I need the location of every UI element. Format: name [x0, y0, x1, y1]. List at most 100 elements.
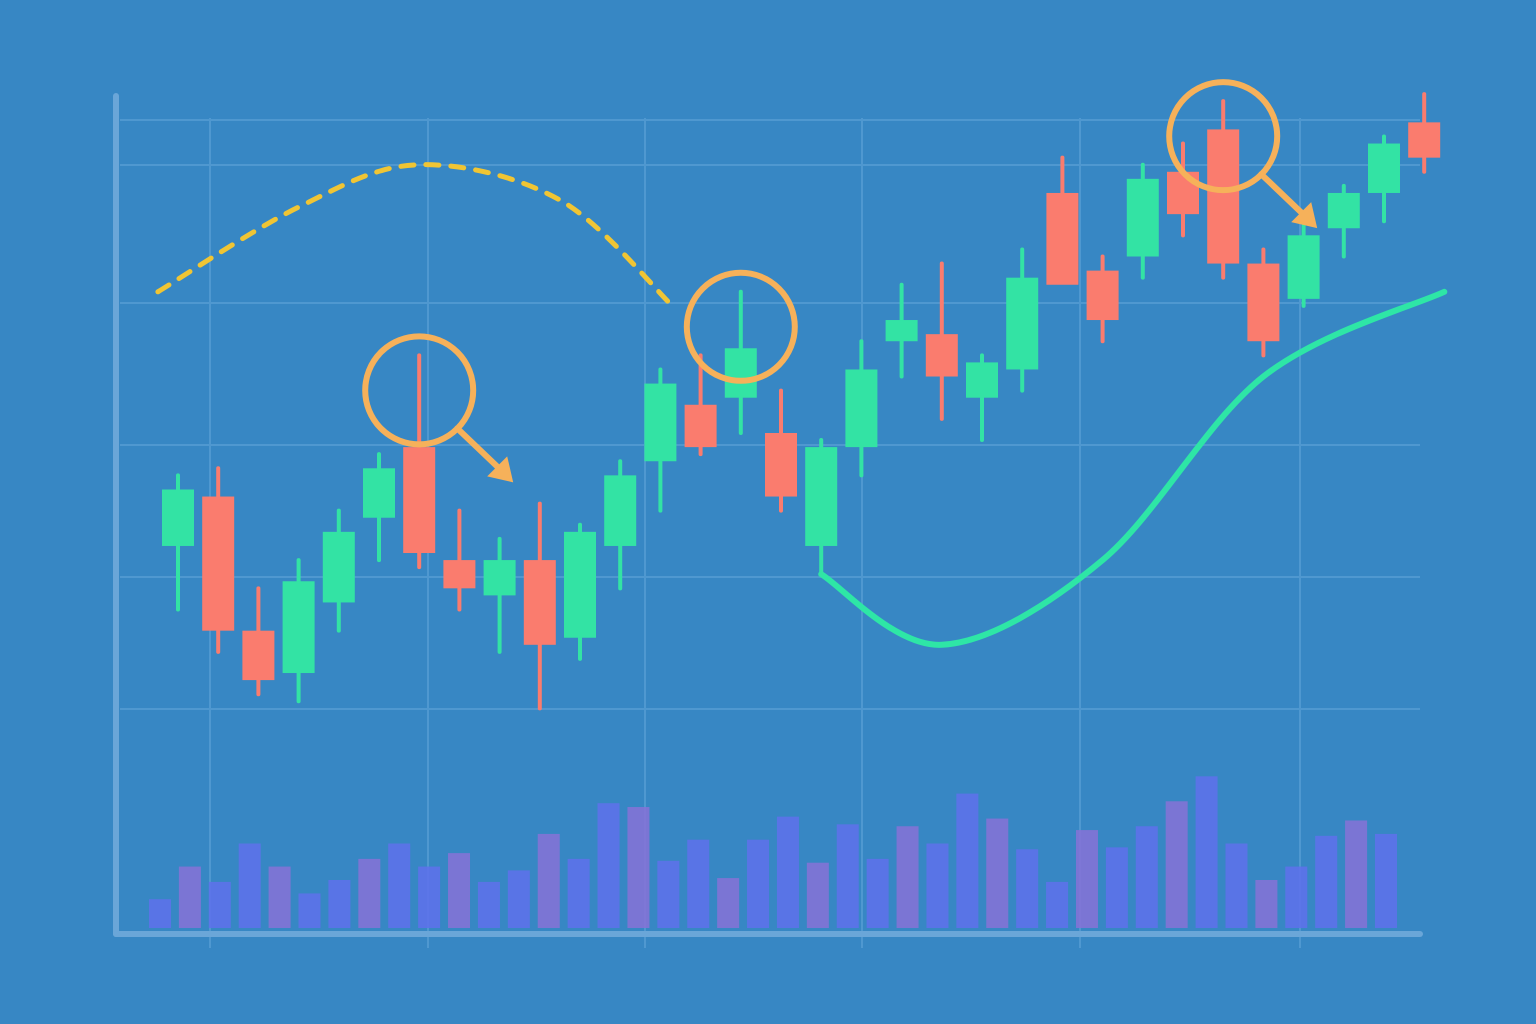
candle-body-31: [1408, 122, 1441, 158]
volume-bar-17: [657, 860, 680, 928]
volume-bar-15: [597, 803, 620, 928]
volume-bar-34: [1165, 801, 1188, 928]
candle-body-10: [564, 531, 596, 638]
candles: [162, 92, 1441, 711]
candle-3: [282, 558, 315, 704]
volume-bar-36: [1225, 843, 1248, 928]
candle-body-12: [644, 383, 677, 462]
volume-bar-24: [866, 858, 889, 928]
highlight-0: [362, 333, 514, 483]
highlight-arrow-head-0: [487, 456, 514, 483]
candle-5: [363, 452, 395, 563]
candle-27: [1247, 247, 1280, 358]
highlights: [362, 79, 1318, 483]
highlight-circle-2: [1166, 79, 1281, 194]
trend-lines: [155, 162, 1448, 648]
candle-body-23: [1086, 270, 1119, 321]
candle-30: [1368, 134, 1400, 224]
volume-bar-38: [1285, 866, 1308, 928]
volume-bar-31: [1075, 830, 1098, 928]
candle-2: [242, 586, 275, 697]
candle-7: [443, 508, 476, 612]
candle-body-24: [1126, 178, 1159, 257]
highlight-2: [1166, 79, 1318, 229]
candle-body-27: [1247, 263, 1280, 342]
volume-bar-1: [178, 866, 201, 928]
candle-6: [403, 353, 436, 570]
volume-bar-27: [956, 793, 979, 928]
volume-bar-12: [507, 870, 530, 928]
candle-body-5: [363, 468, 395, 518]
candle-body-11: [604, 475, 637, 546]
candle-1: [202, 466, 235, 654]
candle-8: [483, 536, 516, 654]
volume-bar-32: [1105, 847, 1128, 928]
candle-14: [724, 289, 757, 435]
volume-bar-23: [836, 824, 859, 928]
candle-21: [1006, 247, 1039, 393]
candle-body-2: [242, 630, 275, 681]
candle-22: [1046, 155, 1079, 285]
candle-20: [966, 353, 998, 443]
candle-17: [845, 339, 878, 478]
volume-bar-0: [149, 899, 171, 928]
volume-bar-19: [717, 878, 740, 928]
candle-31: [1408, 92, 1441, 174]
candle-11: [604, 459, 637, 591]
candle-body-14: [724, 348, 757, 398]
candle-body-20: [966, 362, 998, 398]
candle-16: [805, 438, 838, 577]
candle-body-26: [1207, 129, 1240, 264]
grid-lines: [120, 118, 1420, 948]
highlight-1: [683, 269, 798, 384]
volume-bar-39: [1315, 835, 1338, 928]
candle-body-16: [805, 447, 838, 546]
candle-body-18: [885, 320, 918, 342]
candle-4: [322, 508, 355, 633]
volume-bar-26: [926, 843, 949, 928]
volume-bar-37: [1255, 880, 1278, 928]
candle-body-4: [322, 531, 355, 603]
candle-body-21: [1006, 277, 1039, 370]
highlight-circle-1: [683, 269, 798, 384]
volume-bar-11: [477, 881, 500, 928]
volume-bar-30: [1046, 881, 1069, 928]
dashed-trend-line: [155, 162, 675, 309]
candle-body-0: [162, 489, 194, 546]
candle-body-17: [845, 369, 878, 448]
moving-average-line: [818, 288, 1448, 648]
candle-18: [885, 282, 918, 379]
candle-19: [925, 261, 958, 421]
candle-28: [1287, 219, 1320, 308]
volume-bar-6: [328, 880, 351, 928]
volume-bar-20: [747, 839, 770, 928]
candle-body-9: [523, 560, 556, 645]
highlight-circle-0: [362, 333, 477, 448]
volume-bar-22: [806, 862, 829, 928]
volume-bar-3: [238, 843, 261, 928]
candle-body-30: [1368, 143, 1400, 193]
volume-bar-4: [268, 866, 291, 928]
highlight-arrow-shaft-0: [454, 425, 505, 474]
candle-10: [564, 522, 596, 661]
volume-bar-5: [298, 893, 321, 928]
candle-9: [523, 501, 556, 711]
volume-bar-28: [986, 818, 1009, 928]
candle-body-19: [925, 334, 958, 377]
volume-bars: [149, 776, 1397, 928]
volume-bar-35: [1195, 776, 1218, 928]
volume-bar-33: [1135, 826, 1158, 928]
volume-bar-9: [418, 866, 441, 928]
candle-body-8: [483, 560, 516, 596]
chart-axes: [113, 93, 1423, 937]
candle-body-22: [1046, 192, 1079, 285]
candle-body-15: [765, 433, 797, 497]
candle-13: [684, 353, 717, 457]
volume-bar-18: [687, 839, 710, 928]
volume-bar-2: [208, 881, 231, 928]
candle-body-1: [202, 496, 235, 631]
candle-23: [1086, 254, 1119, 344]
volume-bar-10: [448, 853, 471, 928]
volume-bar-16: [627, 807, 650, 928]
